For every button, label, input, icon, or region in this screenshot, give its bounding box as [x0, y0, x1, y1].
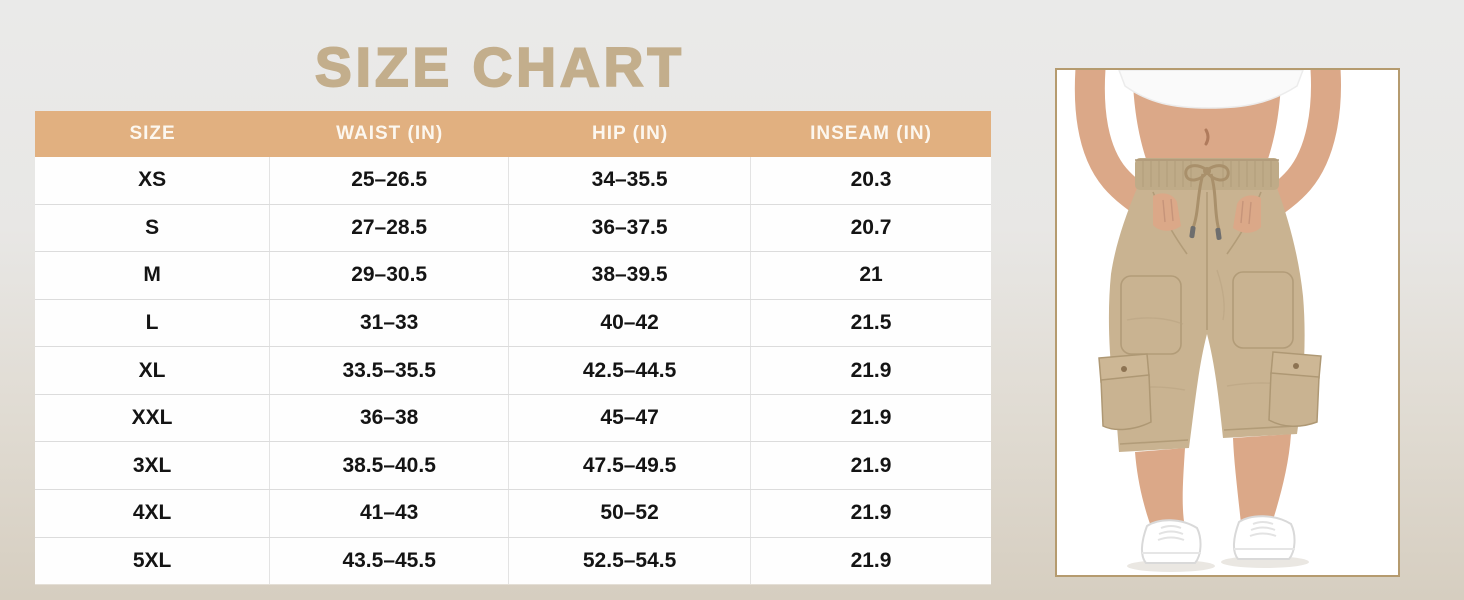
waist-cell: 43.5–45.5 — [270, 537, 510, 585]
waist-cell: 36–38 — [270, 394, 510, 442]
hip-cell: 42.5–44.5 — [509, 347, 752, 394]
waist-cell: 41–43 — [270, 489, 510, 537]
size-cell: L — [35, 299, 271, 347]
size-cell: 5XL — [35, 537, 271, 585]
inseam-cell: 21.9 — [850, 406, 892, 430]
inseam-cell: 21.5 — [850, 310, 892, 334]
waist-cell: 38.5–40.5 — [270, 442, 510, 489]
hip-cell: 52.5–54.5 — [509, 537, 752, 585]
waist-cell: 29–30.5 — [270, 252, 510, 299]
hip-cell: 50–52 — [509, 489, 752, 537]
inseam-cell: 21.9 — [850, 453, 892, 477]
inseam-cell: 20.3 — [850, 168, 892, 192]
column-header-size: SIZE — [129, 123, 176, 144]
table-row: XS 25–26.5 34–35.5 20.3 — [35, 157, 991, 205]
hip-cell: 45–47 — [509, 394, 752, 442]
table-row: 5XL 43.5–45.5 52.5–54.5 21.9 — [35, 537, 991, 586]
size-table: SIZE WAIST (IN) HIP (IN) INSEAM (IN) XS … — [35, 111, 991, 586]
page-title: SIZE CHART — [314, 36, 685, 98]
inseam-cell: 21.9 — [850, 548, 892, 572]
product-photo — [1055, 68, 1400, 577]
table-header-row: SIZE WAIST (IN) HIP (IN) INSEAM (IN) — [35, 111, 991, 157]
inseam-cell: 20.7 — [850, 215, 892, 239]
model-illustration — [1074, 70, 1341, 572]
inseam-cell: 21.9 — [850, 501, 892, 525]
size-cell: XXL — [35, 394, 271, 442]
waist-cell: 31–33 — [270, 299, 510, 347]
waist-cell: 33.5–35.5 — [270, 347, 510, 394]
size-cell: 4XL — [35, 489, 271, 537]
hip-cell: 40–42 — [509, 299, 752, 347]
waist-cell: 25–26.5 — [270, 157, 510, 204]
column-header-waist: WAIST (IN) — [336, 123, 444, 144]
table-row: XL 33.5–35.5 42.5–44.5 21.9 — [35, 347, 991, 395]
inseam-cell: 21.9 — [850, 358, 892, 382]
table-row: L 31–33 40–42 21.5 — [35, 299, 991, 348]
table-row: S 27–28.5 36–37.5 20.7 — [35, 204, 991, 253]
table-row: XXL 36–38 45–47 21.9 — [35, 394, 991, 443]
hip-cell: 36–37.5 — [509, 204, 752, 252]
size-cell: XL — [35, 347, 271, 394]
hip-cell: 34–35.5 — [509, 157, 752, 204]
hip-cell: 38–39.5 — [509, 252, 752, 299]
table-row: M 29–30.5 38–39.5 21 — [35, 252, 991, 300]
table-row: 3XL 38.5–40.5 47.5–49.5 21.9 — [35, 442, 991, 490]
column-header-hip: HIP (IN) — [591, 123, 669, 144]
size-cell: 3XL — [35, 442, 271, 489]
waist-cell: 27–28.5 — [270, 204, 510, 252]
size-cell: M — [35, 252, 271, 299]
table-row: 4XL 41–43 50–52 21.9 — [35, 489, 991, 538]
hip-cell: 47.5–49.5 — [509, 442, 752, 489]
column-header-inseam: INSEAM (IN) — [810, 123, 932, 144]
inseam-cell: 21 — [859, 263, 883, 287]
size-cell: XS — [35, 157, 271, 204]
size-cell: S — [35, 204, 271, 252]
